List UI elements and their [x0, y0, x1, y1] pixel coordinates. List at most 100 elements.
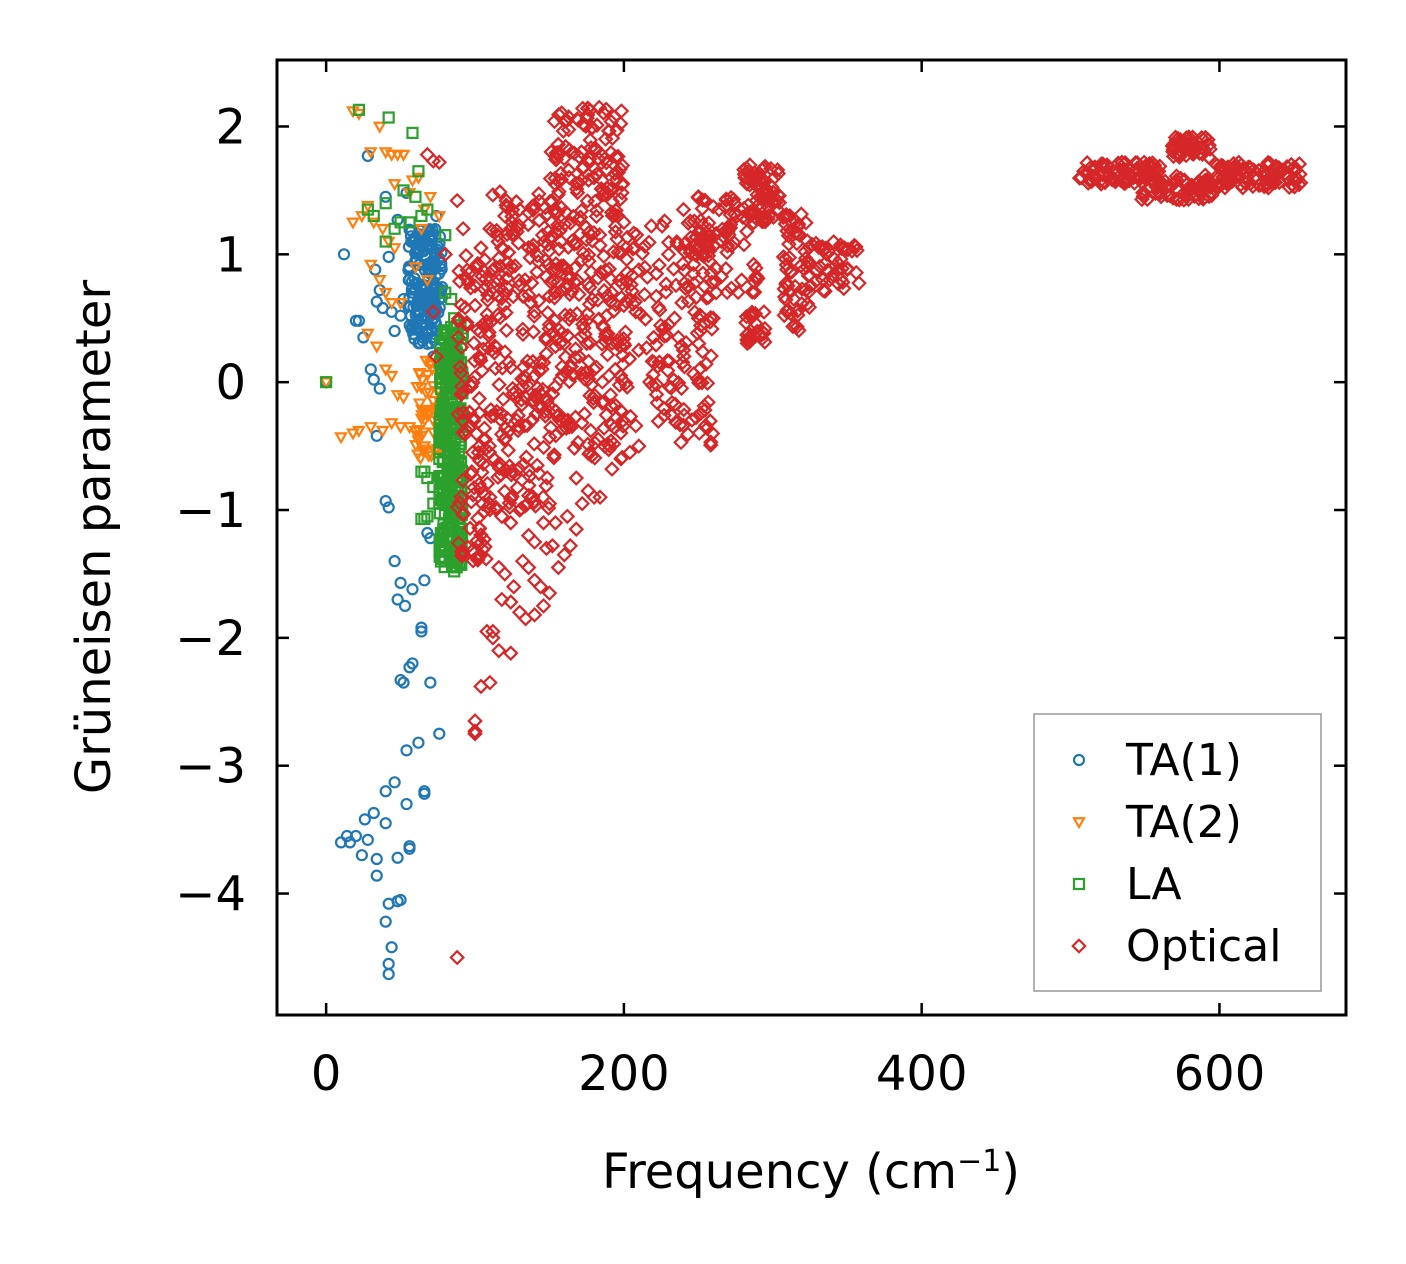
point-3-dense-1	[514, 378, 531, 395]
point-0-62	[343, 836, 357, 849]
point-2-dense-0	[439, 491, 452, 504]
point-3-21	[491, 642, 507, 659]
point-3-dense-8	[835, 274, 851, 291]
point-1-21	[372, 275, 387, 288]
point-0-37	[398, 599, 412, 612]
point-3-dense-9	[1129, 155, 1146, 171]
point-3-dense-1	[522, 249, 538, 266]
point-3-dense-1	[487, 338, 503, 354]
point-3-dense-0	[455, 424, 471, 441]
point-3-dense-3	[700, 394, 716, 411]
point-3-dense-2	[580, 100, 596, 117]
point-3-dense-2	[559, 276, 576, 293]
point-3-dense-8	[851, 275, 867, 291]
point-3-dense-3	[657, 319, 673, 335]
point-3-dense-0	[450, 311, 467, 327]
point-3-dense-9	[1104, 171, 1120, 187]
point-3-dense-0	[470, 510, 486, 527]
point-3-dense-0	[465, 412, 482, 429]
point-2-dense-0	[434, 545, 447, 558]
point-3-dense-3	[667, 396, 684, 413]
point-3-dense-1	[524, 412, 540, 429]
point-3-67	[494, 240, 510, 256]
point-3-dense-0	[474, 362, 490, 379]
y-tick-label: 1	[215, 227, 246, 283]
point-3-dense-3	[648, 265, 665, 282]
point-3-dense-4	[682, 229, 699, 246]
point-3-7	[455, 220, 471, 237]
point-3-62	[559, 508, 576, 525]
point-3-dense-10	[1197, 172, 1213, 189]
point-3-dense-8	[804, 236, 820, 253]
point-3-dense-3	[688, 409, 704, 426]
point-3-dense-2	[547, 378, 563, 395]
point-3-dense-2	[582, 387, 598, 404]
point-1-9	[396, 149, 411, 162]
point-3-dense-12	[1220, 172, 1237, 188]
point-3-dense-2	[597, 328, 614, 345]
point-3-dense-4	[680, 215, 697, 232]
point-3-dense-12	[1245, 178, 1261, 195]
point-3-dense-1	[531, 465, 547, 482]
point-1-49	[408, 262, 423, 275]
legend-label-0: TA(1)	[1125, 735, 1242, 786]
point-3-dense-12	[1281, 179, 1298, 195]
point-3-dense-2	[553, 171, 570, 188]
point-3-dense-0	[469, 532, 485, 549]
x-axis-label: Frequency (cm−1)	[602, 1144, 1020, 1201]
point-2-16	[439, 229, 452, 242]
point-3-dense-2	[588, 208, 605, 225]
point-3-dense-2	[566, 440, 583, 456]
point-3-92	[729, 208, 745, 224]
point-3-dense-0	[462, 520, 478, 537]
point-2-4	[412, 165, 425, 178]
point-3-38	[538, 540, 555, 557]
point-3-dense-3	[618, 273, 635, 290]
point-3-87	[675, 201, 692, 218]
point-3-60	[541, 495, 558, 512]
point-3-dense-4	[723, 238, 740, 254]
point-3-dense-0	[455, 404, 472, 421]
point-3-dense-3	[674, 354, 691, 371]
point-1-dense-0	[413, 453, 428, 466]
point-3-dense-10	[1153, 178, 1170, 195]
point-3-dense-1	[482, 314, 499, 331]
point-3-dense-3	[644, 377, 661, 394]
point-3-5	[428, 348, 445, 365]
point-3-dense-9	[1115, 162, 1132, 179]
point-3-dense-2	[577, 118, 594, 134]
point-3-dense-8	[825, 234, 842, 250]
point-3-dense-12	[1279, 158, 1295, 175]
point-0-58	[367, 806, 380, 820]
point-1-23	[384, 298, 399, 311]
point-1-20	[363, 259, 378, 272]
point-3-dense-1	[531, 212, 547, 229]
point-3-dense-1	[491, 376, 507, 393]
point-3-22	[502, 645, 519, 662]
point-3-dense-12	[1265, 169, 1282, 186]
point-0-48	[424, 676, 437, 689]
point-3-dense-2	[548, 256, 564, 272]
point-3-dense-3	[643, 218, 660, 234]
point-1-dense-0	[420, 370, 435, 383]
point-3-dense-3	[621, 351, 638, 367]
point-3-85	[628, 304, 644, 320]
point-3-dense-1	[503, 463, 520, 479]
point-3-dense-0	[462, 466, 479, 482]
point-3-dense-2	[560, 162, 577, 178]
point-3-dense-0	[451, 273, 468, 290]
point-3-dense-1	[499, 270, 515, 287]
point-1-19	[387, 243, 402, 256]
point-3-dense-2	[614, 347, 631, 364]
point-3-dense-8	[835, 280, 852, 297]
point-2-dense-0	[456, 332, 469, 345]
point-1-26	[369, 341, 384, 354]
point-3-11	[482, 220, 498, 237]
point-0-34	[382, 501, 395, 514]
point-3-dense-1	[526, 368, 543, 384]
point-3-dense-4	[718, 191, 735, 207]
point-3-dense-2	[562, 270, 579, 286]
point-3-51	[630, 438, 647, 454]
point-3-dense-8	[826, 250, 842, 267]
